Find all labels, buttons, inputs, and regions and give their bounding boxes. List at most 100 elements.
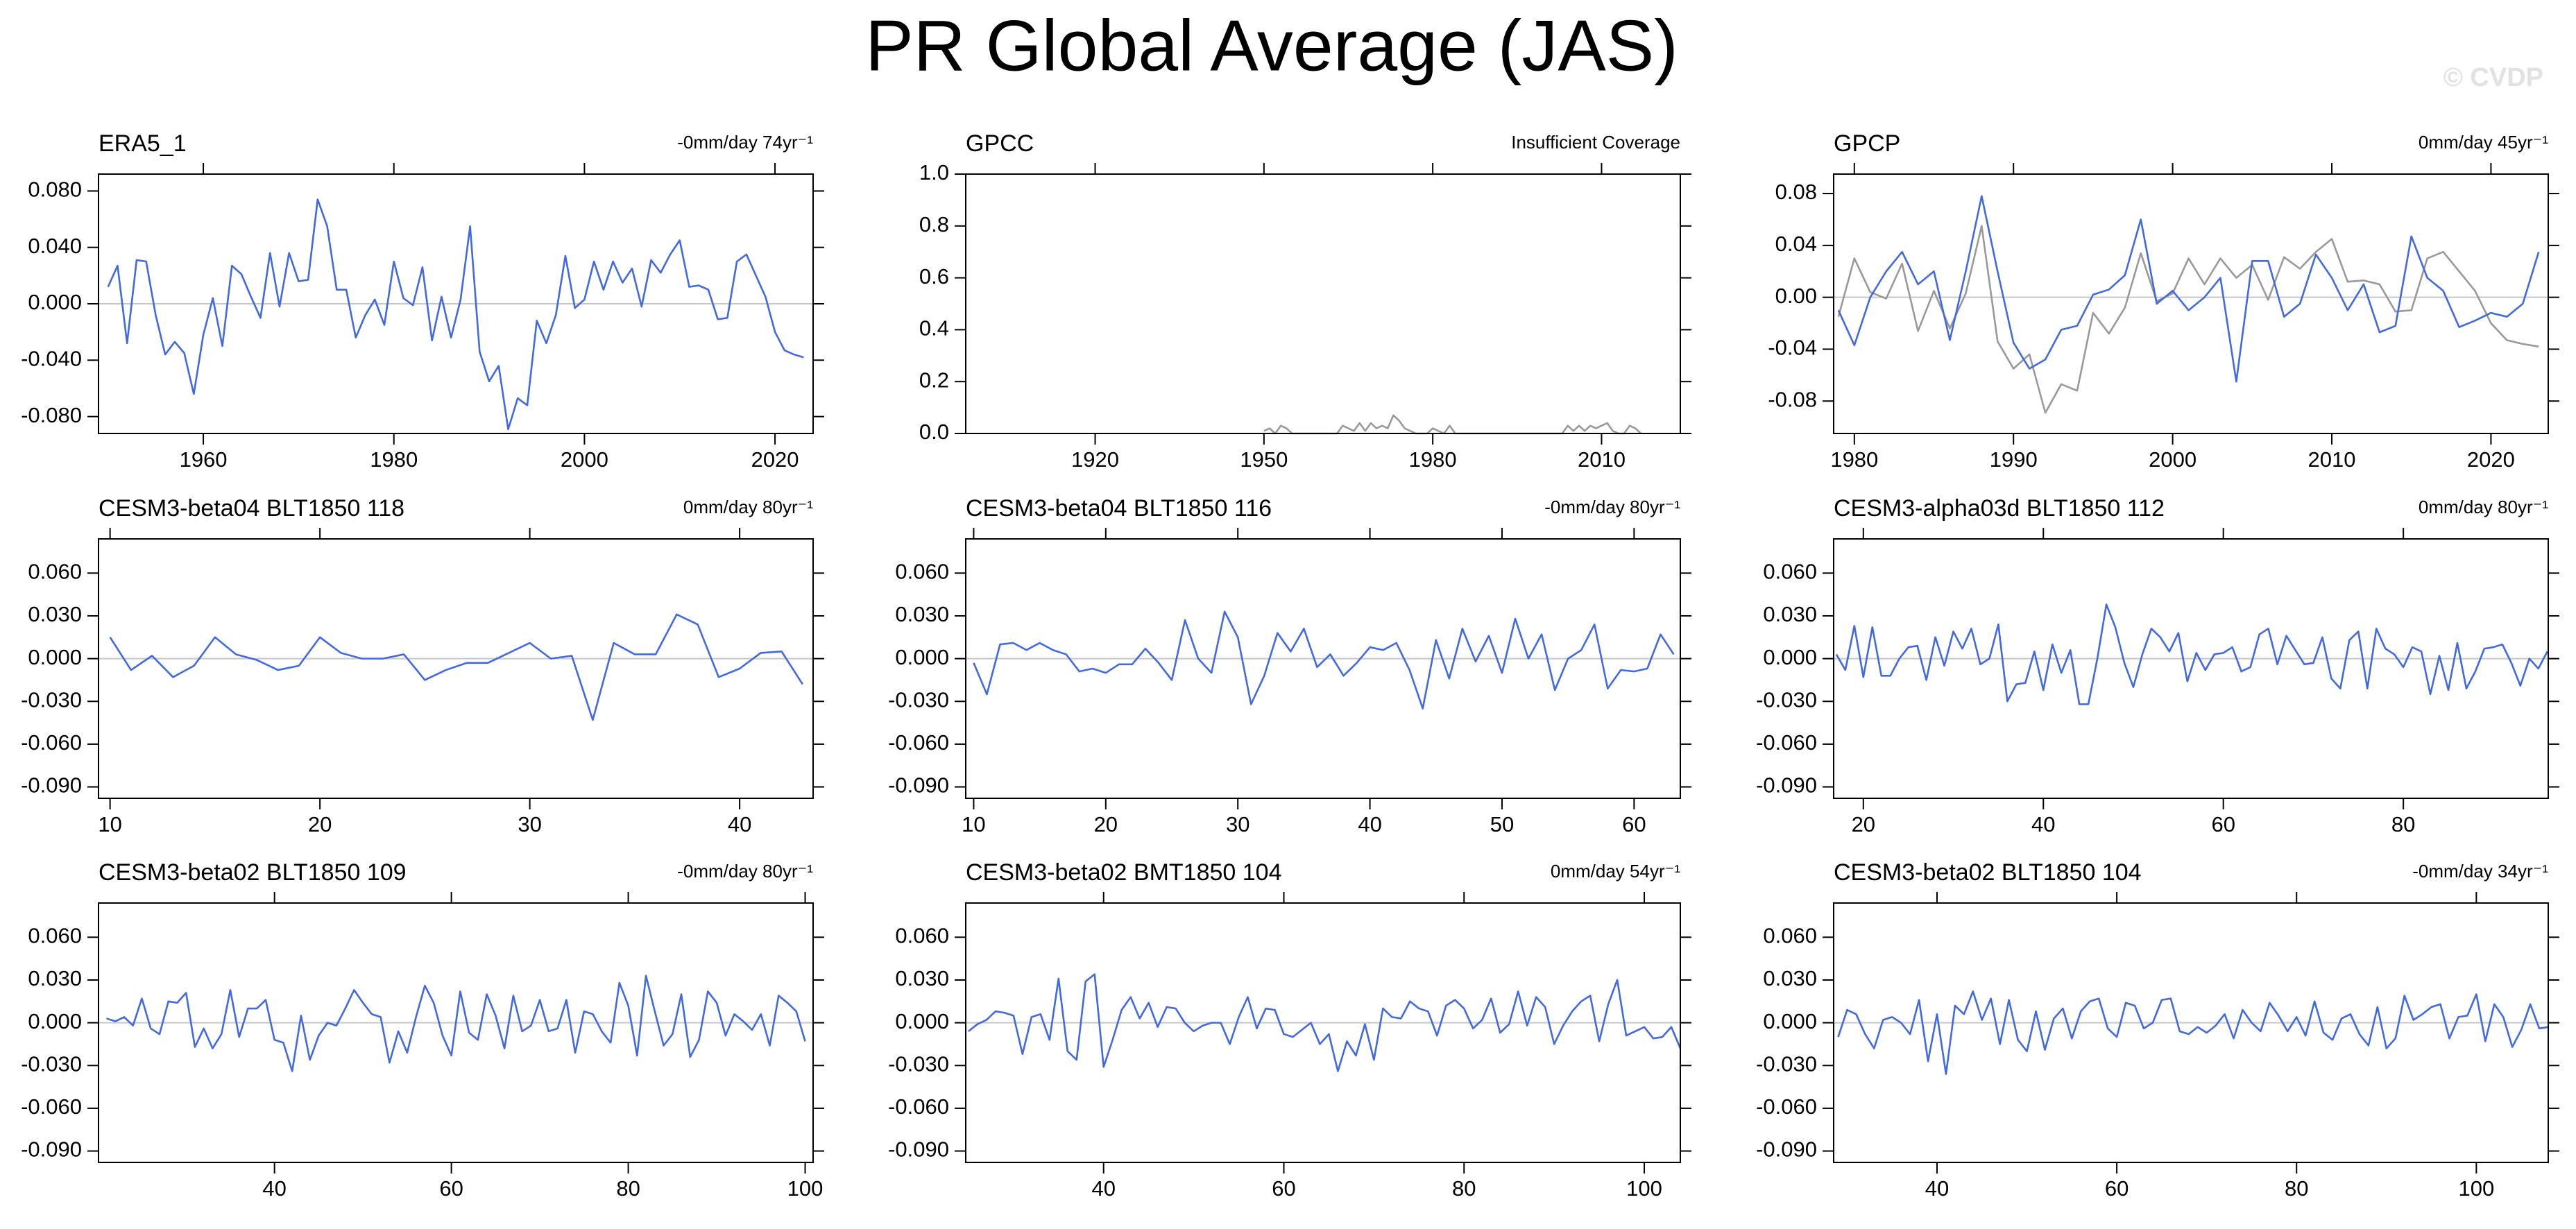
panel-annotation: 0mm/day 54yr⁻¹	[1551, 861, 1680, 882]
x-tick-label: 1980	[370, 447, 418, 472]
y-tick-label: -0.060	[21, 1094, 82, 1119]
data-line	[107, 198, 804, 431]
x-tick-label: 50	[1490, 812, 1514, 836]
plot-frame	[965, 902, 1681, 1163]
figure-title: PR Global Average (JAS)	[865, 6, 1678, 86]
y-tick-label: 0.060	[895, 560, 949, 584]
x-tick-label: 2000	[561, 447, 608, 472]
plot-frame	[1833, 173, 2549, 434]
x-tick-label: 40	[2031, 812, 2055, 836]
x-tick-label: 40	[1358, 812, 1381, 836]
x-tick-label: 40	[262, 1176, 286, 1201]
x-tick-label: 2020	[751, 447, 799, 472]
y-tick-label: 0.000	[1763, 1009, 1817, 1033]
y-tick-label: -0.090	[1756, 1137, 1817, 1162]
x-tick-label: 1950	[1240, 447, 1288, 472]
plot-frame	[965, 173, 1681, 434]
watermark: © CVDP	[2443, 63, 2543, 92]
panel-title: CESM3-beta04 BLT1850 116	[966, 495, 1272, 522]
data-line	[1837, 195, 2540, 383]
x-tick-label: 60	[1272, 1176, 1295, 1201]
y-tick-label: -0.090	[888, 1137, 949, 1162]
data-line	[968, 973, 1682, 1072]
x-tick-label: 10	[98, 812, 121, 836]
x-tick-label: 20	[308, 812, 332, 836]
x-tick-label: 30	[1226, 812, 1249, 836]
panel-title: GPCC	[966, 130, 1034, 157]
x-tick-label: 2020	[2467, 447, 2515, 472]
x-tick-label: 1920	[1071, 447, 1119, 472]
panel-annotation: 0mm/day 45yr⁻¹	[2419, 132, 2548, 153]
y-tick-label: -0.08	[1768, 387, 1817, 411]
panel-annotation: -0mm/day 34yr⁻¹	[2412, 861, 2548, 882]
x-tick-label: 10	[962, 812, 985, 836]
y-tick-label: 0.030	[1763, 602, 1817, 626]
y-tick-label: 0.000	[895, 1009, 949, 1033]
data-line	[1837, 225, 2539, 414]
x-tick-label: 60	[1622, 812, 1646, 836]
y-tick-label: 0.060	[1763, 560, 1817, 584]
y-tick-label: 0.060	[28, 560, 82, 584]
x-tick-label: 20	[1094, 812, 1118, 836]
x-tick-label: 20	[1852, 812, 1875, 836]
plot-frame	[1833, 902, 2549, 1163]
y-tick-label: 0.08	[1775, 180, 1817, 204]
y-tick-label: 0.000	[28, 1009, 82, 1033]
y-tick-label: -0.090	[21, 773, 82, 798]
y-tick-label: 0.030	[28, 602, 82, 626]
plot-frame	[1833, 538, 2549, 799]
x-tick-label: 2010	[2308, 447, 2356, 472]
panel-annotation: -0mm/day 74yr⁻¹	[677, 132, 813, 153]
y-tick-label: 0.060	[28, 924, 82, 948]
panel-title: CESM3-beta02 BLT1850 109	[99, 859, 407, 886]
panel-annotation: Insufficient Coverage	[1511, 132, 1680, 153]
panel-title: CESM3-alpha03d BLT1850 112	[1834, 495, 2165, 522]
x-tick-label: 100	[787, 1176, 824, 1201]
x-tick-label: 1980	[1409, 447, 1457, 472]
x-tick-label: 80	[2391, 812, 2415, 836]
x-tick-label: 40	[1091, 1176, 1115, 1201]
y-tick-label: 0.04	[1775, 232, 1817, 256]
y-tick-label: 0.030	[1763, 966, 1817, 990]
panel-title: GPCP	[1834, 130, 1900, 157]
y-tick-label: -0.030	[1756, 1051, 1817, 1076]
plot-frame	[98, 902, 814, 1163]
panel-title: CESM3-beta02 BLT1850 104	[1834, 859, 2142, 886]
y-tick-label: -0.030	[1756, 687, 1817, 712]
x-tick-label: 2010	[1578, 447, 1626, 472]
y-tick-label: -0.060	[1756, 730, 1817, 755]
x-tick-label: 2000	[2149, 447, 2197, 472]
x-tick-label: 40	[728, 812, 751, 836]
y-tick-label: 0.0	[919, 420, 949, 444]
data-line	[1835, 603, 2548, 705]
y-tick-label: 0.4	[919, 316, 949, 341]
x-tick-label: 1990	[1990, 447, 2038, 472]
x-tick-label: 30	[518, 812, 541, 836]
x-tick-label: 100	[1626, 1176, 1662, 1201]
y-tick-label: -0.080	[21, 403, 82, 427]
y-tick-label: 0.000	[28, 290, 82, 314]
x-tick-label: 80	[616, 1176, 640, 1201]
y-tick-label: -0.030	[21, 687, 82, 712]
y-tick-label: 0.030	[895, 602, 949, 626]
y-tick-label: 0.2	[919, 368, 949, 392]
y-tick-label: -0.030	[21, 1051, 82, 1076]
y-tick-label: 0.000	[895, 645, 949, 669]
data-line	[1837, 990, 2549, 1075]
panel-title: CESM3-beta02 BMT1850 104	[966, 859, 1281, 886]
data-line	[973, 610, 1675, 710]
y-tick-label: -0.060	[888, 1094, 949, 1119]
y-tick-label: -0.060	[21, 730, 82, 755]
y-tick-label: -0.060	[888, 730, 949, 755]
x-tick-label: 60	[2105, 1176, 2129, 1201]
x-tick-label: 40	[1925, 1176, 1949, 1201]
x-tick-label: 60	[439, 1176, 463, 1201]
y-tick-label: -0.04	[1768, 336, 1817, 360]
y-tick-label: 0.000	[28, 645, 82, 669]
x-tick-label: 100	[2458, 1176, 2494, 1201]
y-tick-label: 0.6	[919, 264, 949, 289]
x-tick-label: 1960	[180, 447, 228, 472]
panel-title: ERA5_1	[99, 130, 187, 157]
data-line	[109, 613, 803, 721]
